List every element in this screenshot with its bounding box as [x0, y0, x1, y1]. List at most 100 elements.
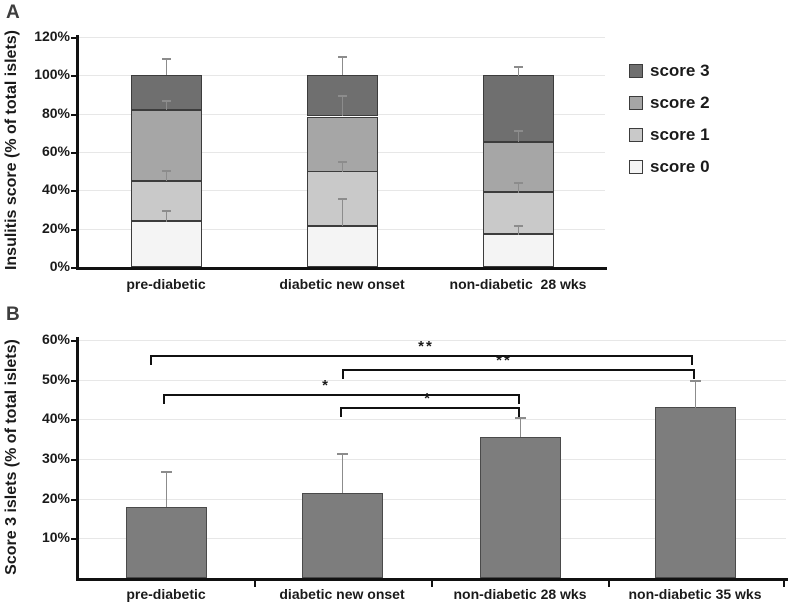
error-cap — [161, 471, 172, 473]
legend-label: score 2 — [650, 93, 710, 112]
legend-label: score 0 — [650, 157, 710, 176]
y-tick-label: 80% — [41, 105, 70, 121]
y-tick — [71, 229, 76, 231]
error-bar — [342, 198, 343, 226]
y-tick-label: 20% — [41, 220, 70, 236]
bar-segment-score-0 — [131, 221, 202, 267]
gridline — [76, 538, 786, 539]
bar-segment-score-3 — [307, 75, 378, 116]
y-tick — [71, 419, 76, 421]
legend-swatch — [629, 64, 643, 78]
panel-a-y-axis-title: Insulitis score (% of total islets) — [3, 29, 20, 271]
error-cap — [162, 170, 171, 172]
error-bar — [518, 182, 519, 193]
error-bar — [520, 417, 521, 437]
error-bar — [166, 471, 167, 507]
error-cap — [162, 210, 171, 212]
significance-label: ** — [418, 338, 434, 355]
error-cap — [337, 453, 348, 455]
category-label: non-diabetic 28 wks — [453, 586, 587, 602]
gridline — [76, 190, 605, 191]
error-cap — [338, 161, 347, 163]
error-cap — [690, 380, 701, 382]
error-bar — [166, 58, 167, 75]
bar — [126, 507, 207, 578]
category-label: pre-diabetic — [126, 276, 206, 292]
y-tick-label: 60% — [41, 143, 70, 159]
bar — [655, 407, 736, 578]
legend-item: score 1 — [629, 125, 710, 145]
y-tick — [71, 340, 76, 342]
bar-segment-score-1 — [483, 192, 554, 234]
error-bar — [342, 95, 343, 116]
error-bar — [342, 453, 343, 493]
significance-bracket-tick — [342, 369, 344, 379]
bar — [480, 437, 561, 578]
y-tick — [71, 380, 76, 382]
gridline — [76, 340, 786, 341]
error-bar — [695, 380, 696, 408]
category-label: non-diabetic 35 wks — [628, 586, 762, 602]
y-axis-spine — [76, 337, 79, 581]
significance-bracket — [163, 394, 520, 396]
y-tick — [71, 114, 76, 116]
bar-segment-score-2 — [131, 110, 202, 181]
category-label: pre-diabetic — [126, 586, 206, 602]
x-tick — [254, 581, 256, 587]
y-tick-label: 120% — [34, 28, 70, 44]
y-tick-label: 40% — [41, 181, 70, 197]
error-cap — [514, 66, 523, 68]
y-tick-label: 40% — [41, 410, 70, 426]
x-axis-line — [76, 578, 788, 581]
x-tick — [608, 581, 610, 587]
y-tick — [71, 538, 76, 540]
bar-segment-score-3 — [483, 75, 554, 142]
gridline — [76, 499, 786, 500]
error-bar — [518, 130, 519, 142]
gridline — [76, 114, 605, 115]
error-bar — [342, 161, 343, 172]
error-cap — [515, 417, 526, 419]
error-cap — [514, 130, 523, 132]
y-tick — [71, 499, 76, 501]
error-bar — [342, 56, 343, 75]
y-tick-label: 0% — [49, 258, 70, 274]
bar-segment-score-0 — [483, 234, 554, 267]
bar-segment-score-0 — [307, 226, 378, 267]
bar-segment-score-2 — [307, 117, 378, 172]
panel-b-y-axis-title: Score 3 islets (% of total islets) — [3, 339, 20, 575]
significance-bracket-tick — [340, 407, 342, 417]
error-cap — [338, 56, 347, 58]
y-tick — [71, 267, 76, 269]
gridline — [76, 419, 786, 420]
panel-b-label: B — [6, 304, 20, 325]
bar-segment-score-2 — [483, 142, 554, 192]
legend-label: score 1 — [650, 125, 710, 144]
error-cap — [514, 225, 523, 227]
y-tick — [71, 37, 76, 39]
error-cap — [338, 95, 347, 97]
error-cap — [338, 198, 347, 200]
error-cap — [514, 182, 523, 184]
x-tick — [431, 581, 433, 587]
y-tick-label: 10% — [41, 529, 70, 545]
y-tick-label: 100% — [34, 66, 70, 82]
error-bar — [518, 225, 519, 235]
category-label: diabetic new onset — [279, 586, 405, 602]
error-bar — [518, 66, 519, 76]
bar-segment-score-1 — [131, 181, 202, 221]
bar — [302, 493, 383, 578]
error-bar — [166, 170, 167, 181]
category-label: diabetic new onset — [279, 276, 405, 292]
significance-bracket-tick — [150, 355, 152, 365]
y-tick-label: 30% — [41, 450, 70, 466]
significance-bracket-tick — [518, 394, 520, 404]
legend-item: score 3 — [629, 61, 710, 81]
legend-item: score 2 — [629, 93, 710, 113]
significance-bracket — [340, 407, 520, 409]
legend-swatch — [629, 160, 643, 174]
y-tick — [71, 75, 76, 77]
significance-label: * — [322, 377, 330, 394]
